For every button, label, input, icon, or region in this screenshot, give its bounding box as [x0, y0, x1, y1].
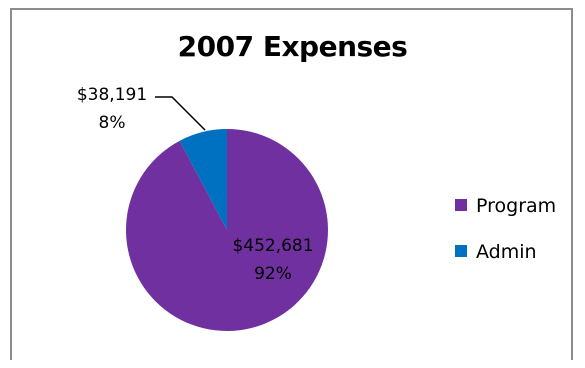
chart-title: 2007 Expenses [177, 30, 408, 63]
program-percent-label: 92% [254, 264, 292, 284]
legend-swatch-admin [455, 245, 467, 257]
legend-label-admin: Admin [476, 241, 537, 263]
pie-slice-program [126, 129, 328, 331]
legend-label-program: Program [476, 195, 556, 217]
admin-percent-label: 8% [99, 113, 126, 133]
pie-slices [126, 129, 328, 331]
program-value-label: $452,681 [232, 236, 313, 256]
legend-swatch-program [455, 199, 467, 211]
admin-leader-line [155, 96, 206, 131]
admin-value-label: $38,191 [77, 85, 147, 105]
pie-slice-admin [179, 129, 227, 230]
